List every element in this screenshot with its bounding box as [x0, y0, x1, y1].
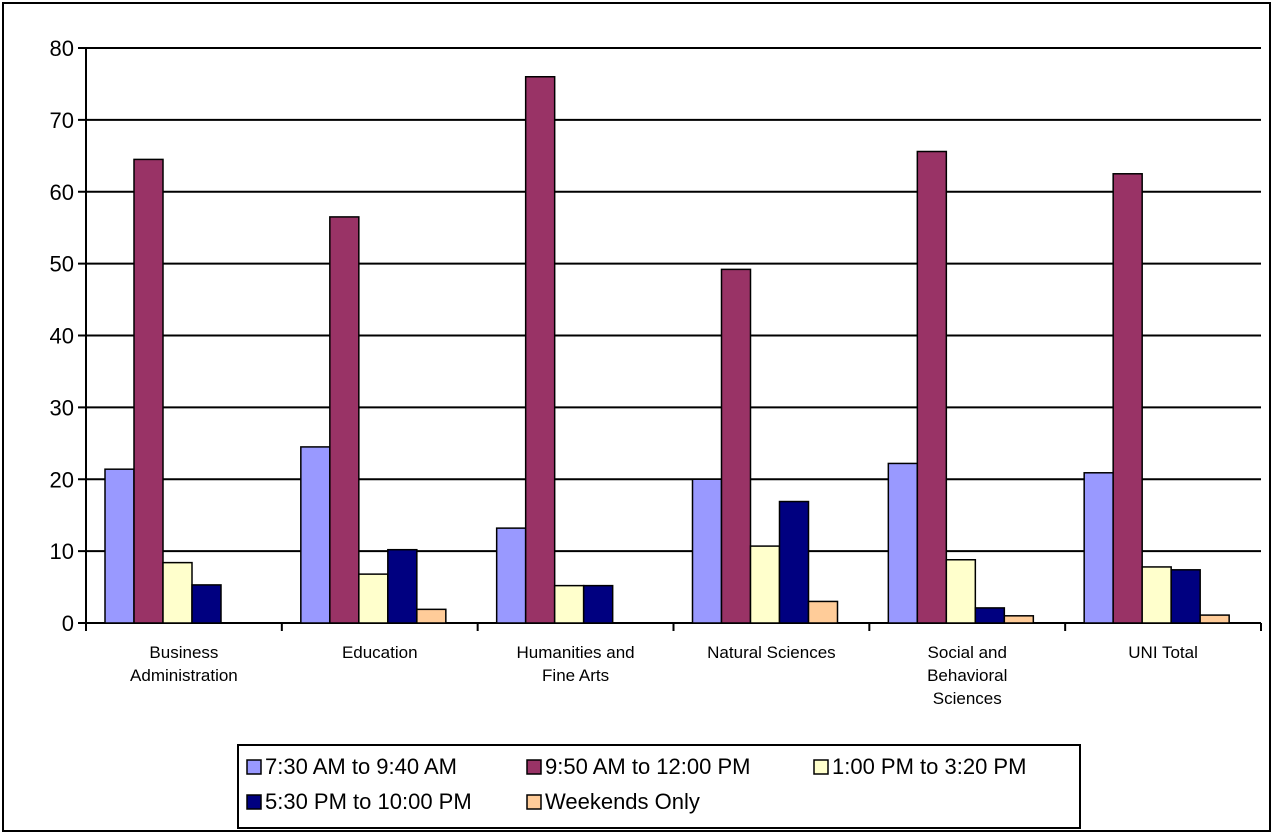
x-category-label: Social and — [928, 643, 1007, 662]
legend-swatch-4 — [526, 794, 542, 810]
bar-5-4 — [1199, 614, 1230, 624]
y-tick-label: 60 — [50, 180, 74, 205]
bar-1-1 — [329, 216, 360, 624]
bar-4-0 — [887, 462, 919, 624]
bar-5-0 — [1083, 472, 1114, 624]
y-tick-label: 80 — [50, 36, 74, 61]
x-category-label: Natural Sciences — [707, 643, 836, 662]
bar-2-2 — [553, 584, 585, 624]
y-tick-label: 0 — [62, 611, 74, 636]
bar-1-4 — [416, 608, 447, 624]
bar-3-4 — [807, 600, 839, 624]
bar-5-3 — [1170, 569, 1201, 624]
legend-label-3: 5:30 PM to 10:00 PM — [265, 789, 472, 814]
bar-5-2 — [1141, 566, 1172, 624]
x-category-label: Fine Arts — [542, 666, 609, 685]
bar-2-1 — [524, 76, 556, 624]
legend-label-1: 9:50 AM to 12:00 PM — [545, 754, 750, 779]
bar-4-3 — [974, 607, 1006, 624]
legend-swatch-3 — [246, 794, 262, 810]
bar-0-1 — [133, 158, 164, 624]
bar-4-2 — [945, 559, 977, 624]
legend-swatch-0 — [246, 759, 262, 775]
bar-3-0 — [691, 478, 723, 624]
x-category-label: Behavioral — [927, 666, 1007, 685]
bar-0-3 — [191, 584, 222, 624]
y-tick-label: 40 — [50, 324, 74, 349]
bar-0-0 — [104, 468, 135, 624]
legend-swatch-1 — [526, 759, 542, 775]
legend-label-0: 7:30 AM to 9:40 AM — [265, 754, 457, 779]
y-tick-label: 30 — [50, 395, 74, 420]
y-tick-label: 70 — [50, 108, 74, 133]
y-tick-label: 20 — [50, 467, 74, 492]
bar-3-3 — [778, 500, 810, 624]
x-category-label: Education — [342, 643, 418, 662]
x-category-label: UNI Total — [1128, 643, 1198, 662]
bar-5-1 — [1112, 173, 1143, 624]
legend-label-4: Weekends Only — [545, 789, 700, 814]
bar-3-2 — [749, 545, 781, 624]
legend-swatch-2 — [813, 759, 829, 775]
bar-1-2 — [358, 573, 389, 624]
bar-1-0 — [300, 446, 331, 624]
bar-2-0 — [495, 527, 527, 624]
bar-0-2 — [162, 561, 193, 624]
y-tick-label: 50 — [50, 252, 74, 277]
x-category-label: Humanities and — [517, 643, 635, 662]
y-tick-label: 10 — [50, 539, 74, 564]
x-category-label: Sciences — [933, 689, 1002, 708]
bar-1-3 — [387, 548, 418, 624]
bar-3-1 — [720, 268, 752, 624]
legend-box — [237, 744, 1081, 829]
bar-4-1 — [916, 150, 948, 624]
x-category-label: Business — [149, 643, 218, 662]
bar-4-4 — [1003, 615, 1035, 624]
x-category-label: Administration — [130, 666, 238, 685]
bar-2-3 — [582, 584, 614, 624]
legend-label-2: 1:00 PM to 3:20 PM — [832, 754, 1026, 779]
